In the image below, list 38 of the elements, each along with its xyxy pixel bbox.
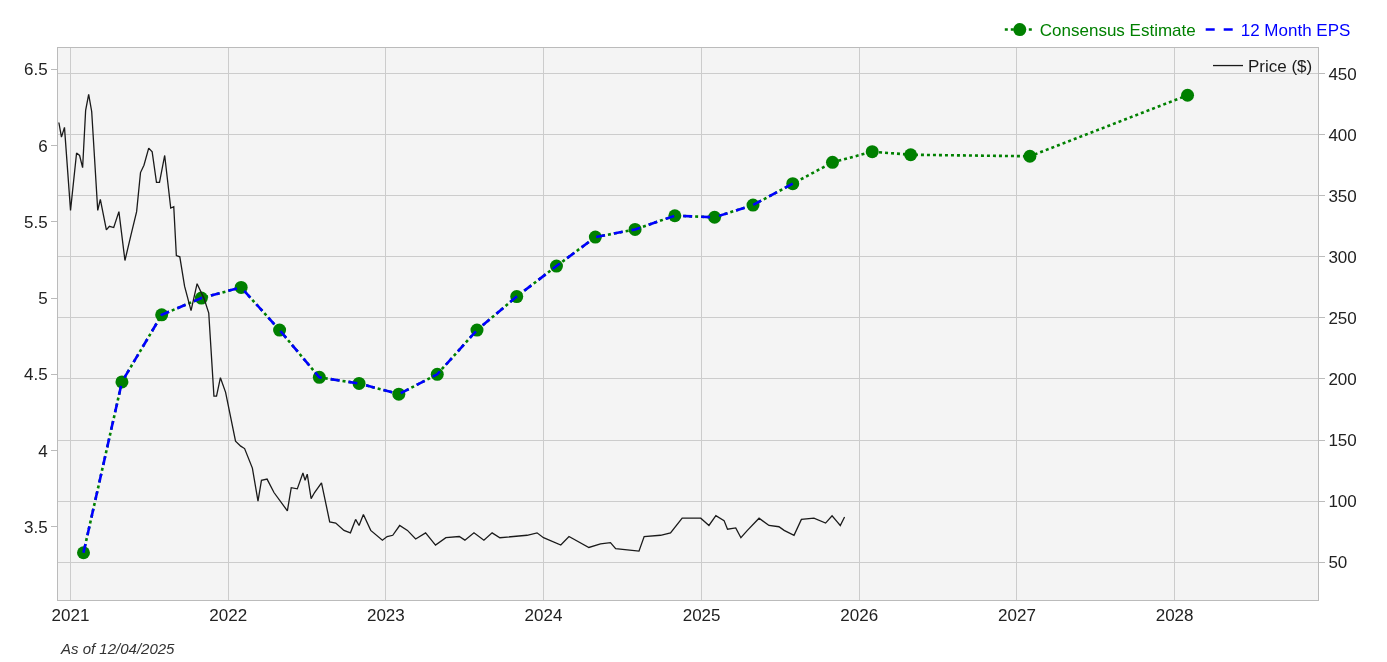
y2-tick-label: 300 <box>1328 247 1357 267</box>
point <box>865 145 879 159</box>
x-tick-label: 2028 <box>1155 606 1194 626</box>
y2-tick-label: 150 <box>1328 430 1357 450</box>
point <box>826 155 839 169</box>
y2-tick-label: 400 <box>1328 125 1357 145</box>
y-tick-label: 5 <box>38 289 48 309</box>
legend-label: Price ($) <box>1248 57 1313 77</box>
y-tick-label: 5.5 <box>23 212 48 232</box>
y-tick-label: 4.5 <box>23 365 48 385</box>
text: As of 12/04/2025 <box>60 640 176 657</box>
point <box>904 148 918 162</box>
point <box>234 280 248 294</box>
y2-tick-label: 200 <box>1328 369 1357 389</box>
y-tick-label: 6 <box>38 136 48 156</box>
point <box>1181 88 1195 102</box>
y2-tick-label: 450 <box>1328 64 1357 84</box>
y2-tick-label: 50 <box>1328 553 1348 573</box>
y-tick-label: 3.5 <box>23 517 48 537</box>
point <box>1023 149 1037 163</box>
y2-tick-label: 250 <box>1328 308 1357 328</box>
x-tick-label: 2026 <box>840 606 879 626</box>
point <box>352 376 366 390</box>
y-tick-label: 4 <box>38 441 48 461</box>
point <box>708 210 722 224</box>
legend-label: 12 Month EPS <box>1240 21 1351 41</box>
point <box>273 323 287 337</box>
x-tick-label: 2021 <box>51 606 90 626</box>
y2-tick-label: 350 <box>1328 186 1357 206</box>
y2-tick-label: 100 <box>1328 492 1357 512</box>
x-tick-label: 2022 <box>209 606 248 626</box>
legend-label: Consensus Estimate <box>1039 21 1196 41</box>
x-tick-label: 2023 <box>366 606 405 626</box>
x-tick-label: 2025 <box>682 606 721 626</box>
x-tick-label: 2024 <box>524 606 563 626</box>
x-tick-label: 2027 <box>998 606 1036 626</box>
y-tick-label: 6.5 <box>23 60 48 80</box>
line-series <box>58 93 846 552</box>
